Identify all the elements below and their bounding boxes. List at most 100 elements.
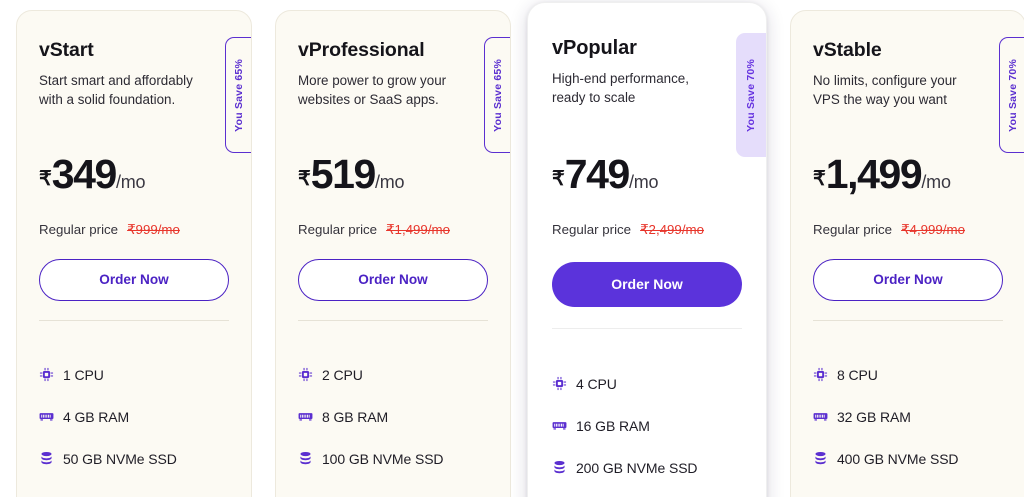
card-divider: [552, 327, 742, 329]
card-body: You Save 70% vPopular High-end performan…: [528, 3, 766, 497]
database-icon: [813, 451, 828, 466]
feature-item: 200 GB NVMe SSD: [552, 460, 742, 476]
price-amount: 519: [310, 150, 377, 197]
regular-price-row: Regular price ₹4,999/mo: [813, 222, 1003, 238]
feature-label: 4 CPU: [576, 375, 617, 392]
price-row: ₹ 349 /mo: [39, 150, 229, 197]
regular-price-row: Regular price ₹999/mo: [39, 222, 229, 238]
ram-icon: [813, 409, 828, 424]
regular-price-row: Regular price ₹1,499/mo: [298, 222, 488, 238]
currency-symbol: ₹: [298, 167, 311, 190]
feature-label: 1 CPU: [63, 366, 104, 383]
feature-label: 8 GB RAM: [322, 408, 389, 425]
features-list: 8 CPU 32 GB RAM 400 GB NVMe SSD: [813, 367, 1003, 467]
save-badge-label: You Save 65%: [492, 58, 504, 132]
feature-label: 50 GB NVMe SSD: [63, 450, 177, 467]
save-badge-label: You Save 70%: [1007, 58, 1019, 132]
feature-item: 100 GB NVMe SSD: [298, 451, 488, 467]
feature-item: 400 GB NVMe SSD: [813, 451, 1003, 467]
regular-price-value: ₹1,499/mo: [386, 221, 450, 237]
feature-item: 16 GB RAM: [552, 418, 742, 434]
currency-symbol: ₹: [39, 167, 52, 190]
plan-name: vStart: [39, 39, 94, 61]
plan-name: vPopular: [552, 37, 637, 59]
cpu-icon: [552, 376, 567, 391]
feature-label: 400 GB NVMe SSD: [837, 450, 959, 467]
ram-icon: [39, 409, 54, 424]
plan-description: More power to grow your websites or SaaS…: [298, 73, 447, 108]
save-badge-label: You Save 70%: [745, 58, 757, 132]
database-icon: [552, 460, 567, 475]
feature-item: 4 CPU: [552, 376, 742, 392]
card-divider: [813, 319, 1003, 321]
feature-label: 2 CPU: [322, 366, 363, 383]
regular-price-value: ₹999/mo: [127, 221, 180, 237]
pricing-card-vstable[interactable]: You Save 70% vStable No limits, configur…: [790, 10, 1024, 497]
price-row: ₹ 519 /mo: [298, 150, 488, 197]
regular-price-label: Regular price: [552, 221, 632, 237]
feature-item: 2 CPU: [298, 367, 488, 383]
feature-label: 4 GB RAM: [63, 408, 130, 425]
cpu-icon: [298, 367, 313, 382]
pricing-card-vstart[interactable]: You Save 65% vStart Start smart and affo…: [16, 10, 252, 497]
cpu-icon: [39, 367, 54, 382]
feature-label: 200 GB NVMe SSD: [576, 459, 698, 476]
plan-description: High-end performance, ready to scale: [552, 71, 689, 106]
feature-item: 8 GB RAM: [298, 409, 488, 425]
card-divider: [298, 319, 488, 321]
regular-price-value: ₹2,499/mo: [640, 221, 704, 237]
database-icon: [298, 451, 313, 466]
price-amount: 1,499: [825, 150, 923, 197]
pricing-card-vpopular[interactable]: You Save 70% vPopular High-end performan…: [527, 2, 767, 497]
plan-name: vProfessional: [298, 39, 425, 61]
price-period: /mo: [115, 171, 146, 192]
regular-price-label: Regular price: [298, 221, 378, 237]
pricing-card-vprofessional[interactable]: You Save 65% vProfessional More power to…: [275, 10, 511, 497]
price-period: /mo: [374, 171, 405, 192]
card-body: You Save 70% vStable No limits, configur…: [791, 11, 1024, 497]
plan-name: vStable: [813, 39, 882, 61]
order-now-button[interactable]: Order Now: [39, 258, 229, 301]
feature-item: 4 GB RAM: [39, 409, 229, 425]
database-icon: [39, 451, 54, 466]
save-badge: You Save 65%: [484, 37, 510, 153]
price-amount: 349: [51, 150, 118, 197]
plan-description: Start smart and affordably with a solid …: [39, 73, 193, 108]
plan-description: No limits, configure your VPS the way yo…: [813, 73, 957, 108]
feature-item: 32 GB RAM: [813, 409, 1003, 425]
regular-price-row: Regular price ₹2,499/mo: [552, 222, 742, 238]
features-list: 4 CPU 16 GB RAM 200 GB NVMe SSD: [552, 376, 742, 476]
feature-item: 1 CPU: [39, 367, 229, 383]
features-list: 2 CPU 8 GB RAM 100 GB NVMe SSD: [298, 367, 488, 467]
price-row: ₹ 749 /mo: [552, 153, 742, 195]
regular-price-label: Regular price: [39, 221, 119, 237]
features-list: 1 CPU 4 GB RAM 50 GB NVMe SSD: [39, 367, 229, 467]
save-badge: You Save 70%: [999, 37, 1024, 153]
cpu-icon: [813, 367, 828, 382]
card-body: You Save 65% vStart Start smart and affo…: [17, 11, 251, 497]
regular-price-label: Regular price: [813, 221, 893, 237]
currency-symbol: ₹: [813, 167, 826, 190]
feature-label: 100 GB NVMe SSD: [322, 450, 444, 467]
save-badge-label: You Save 65%: [233, 58, 245, 132]
price-period: /mo: [921, 171, 951, 192]
price-row: ₹ 1,499 /mo: [813, 150, 1003, 197]
order-now-button[interactable]: Order Now: [813, 258, 1003, 301]
ram-icon: [298, 409, 313, 424]
order-now-button[interactable]: Order Now: [552, 261, 742, 307]
feature-label: 8 CPU: [837, 366, 878, 383]
order-now-button[interactable]: Order Now: [298, 258, 488, 301]
feature-label: 32 GB RAM: [837, 408, 911, 425]
regular-price-value: ₹4,999/mo: [901, 221, 965, 237]
price-period: /mo: [628, 171, 659, 192]
feature-item: 50 GB NVMe SSD: [39, 451, 229, 467]
currency-symbol: ₹: [552, 167, 565, 190]
feature-item: 8 CPU: [813, 367, 1003, 383]
save-badge: You Save 70%: [736, 33, 766, 157]
save-badge: You Save 65%: [225, 37, 251, 153]
ram-icon: [552, 418, 567, 433]
card-body: You Save 65% vProfessional More power to…: [276, 11, 510, 497]
feature-label: 16 GB RAM: [576, 417, 650, 434]
card-divider: [39, 319, 229, 321]
